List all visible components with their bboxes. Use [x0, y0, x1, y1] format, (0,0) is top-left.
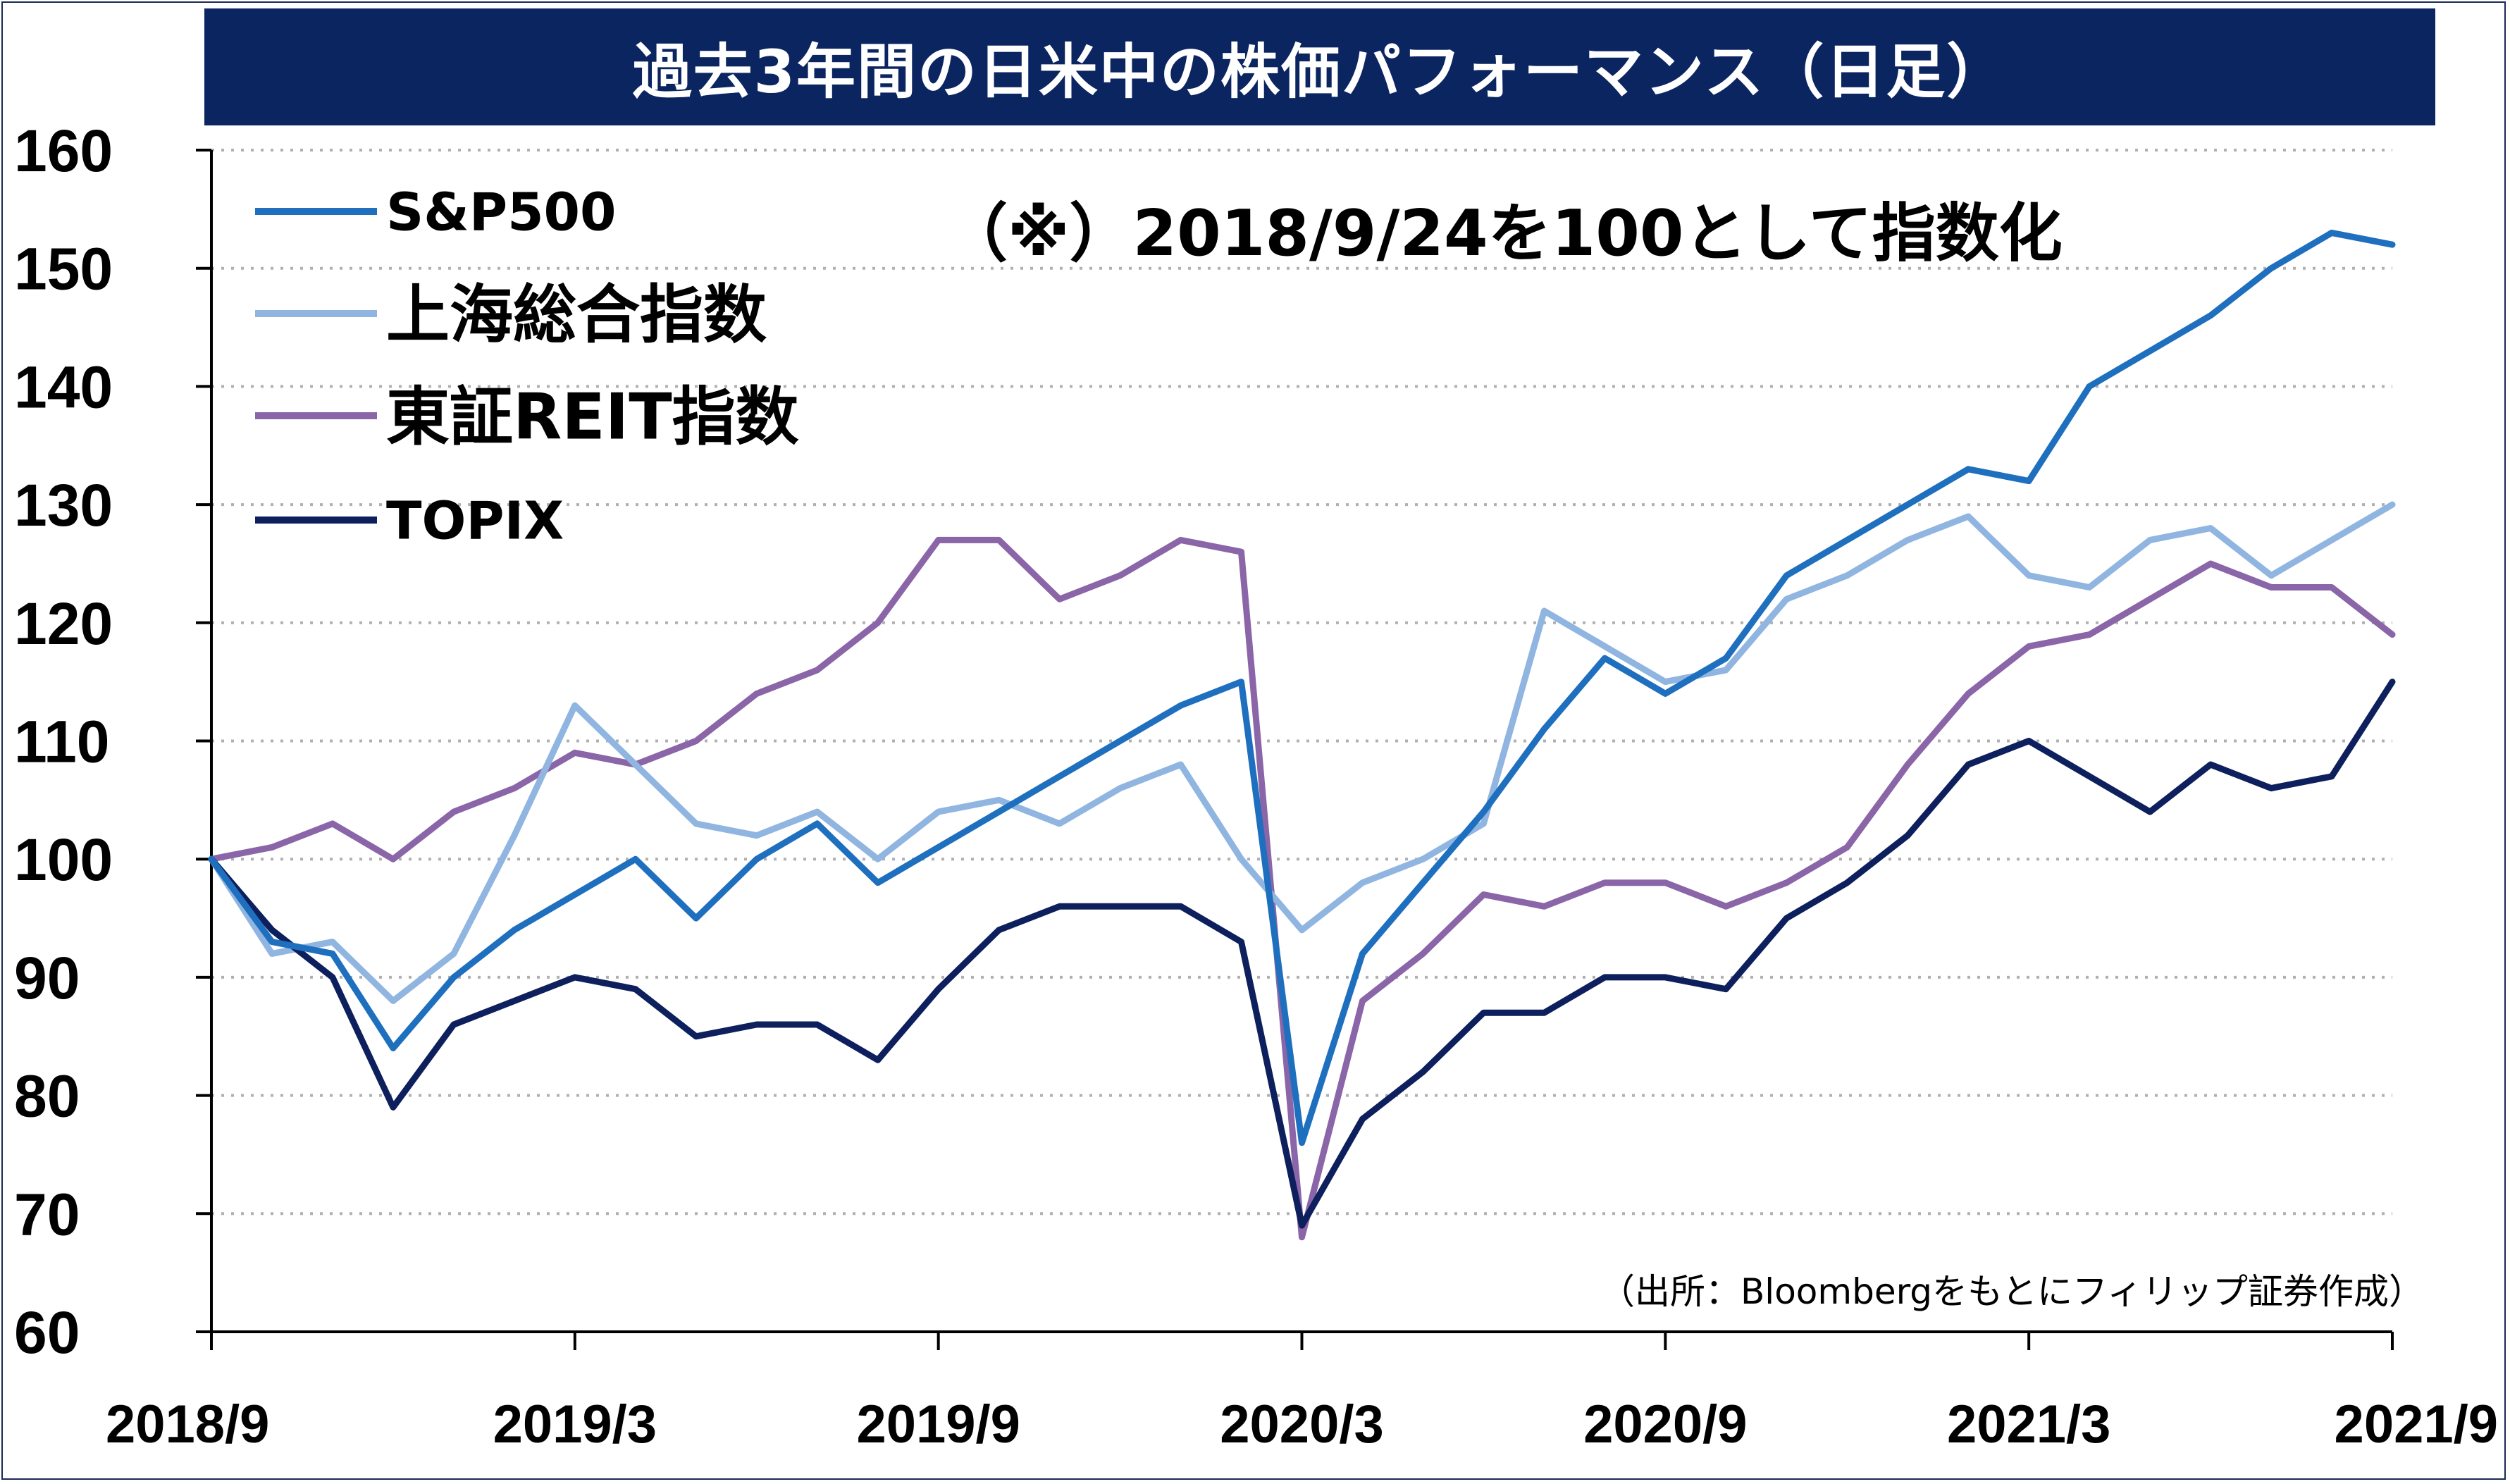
x-tick-label: 2020/9 [1583, 1395, 1747, 1454]
y-axis-ticks: 160 150 140 130 120 110 100 90 80 70 60 [14, 118, 211, 1366]
chart-title: 過去3年間の日米中の株価パフォーマンス（日足） [632, 37, 2008, 106]
y-tick-label: 70 [14, 1181, 80, 1247]
legend-label: TOPIX [386, 491, 564, 552]
y-tick-label: 140 [14, 354, 113, 420]
series-line-1 [208, 501, 2396, 1004]
x-tick-label: 2019/3 [493, 1395, 657, 1454]
y-tick-label: 160 [14, 118, 113, 184]
source-note: （出所：Bloombergをもとにフィリップ証券作成） [1600, 1271, 2424, 1312]
legend-label: 上海総合指数 [386, 278, 767, 352]
y-tick-label: 60 [14, 1299, 80, 1366]
index-note: （※）2018/9/24を100として指数化 [944, 197, 2063, 271]
series-line-0 [208, 229, 2396, 1146]
x-tick-label: 2021/9 [2335, 1395, 2498, 1454]
series-line-3 [208, 679, 2396, 1229]
y-tick-label: 80 [14, 1063, 80, 1130]
series-lines [208, 229, 2396, 1241]
y-tick-label: 100 [14, 827, 113, 893]
x-tick-label: 2018/9 [106, 1395, 269, 1454]
y-tick-label: 130 [14, 472, 113, 538]
y-tick-label: 110 [14, 709, 110, 775]
title-bar: 過去3年間の日米中の株価パフォーマンス（日足） [204, 8, 2435, 125]
x-tick-label: 2020/3 [1220, 1395, 1383, 1454]
y-tick-label: 90 [14, 945, 80, 1011]
legend-label: 東証REIT指数 [386, 380, 799, 454]
x-tick-label: 2019/9 [856, 1395, 1020, 1454]
legend-label: S&P500 [386, 183, 617, 243]
y-tick-label: 150 [14, 236, 113, 302]
x-tick-label: 2021/3 [1947, 1395, 2110, 1454]
series-line-2 [208, 536, 2396, 1241]
y-tick-label: 120 [14, 590, 113, 657]
x-axis-ticks: 2018/9 2019/3 2019/9 2020/3 2020/9 2021/3 2021… [106, 1332, 2498, 1454]
